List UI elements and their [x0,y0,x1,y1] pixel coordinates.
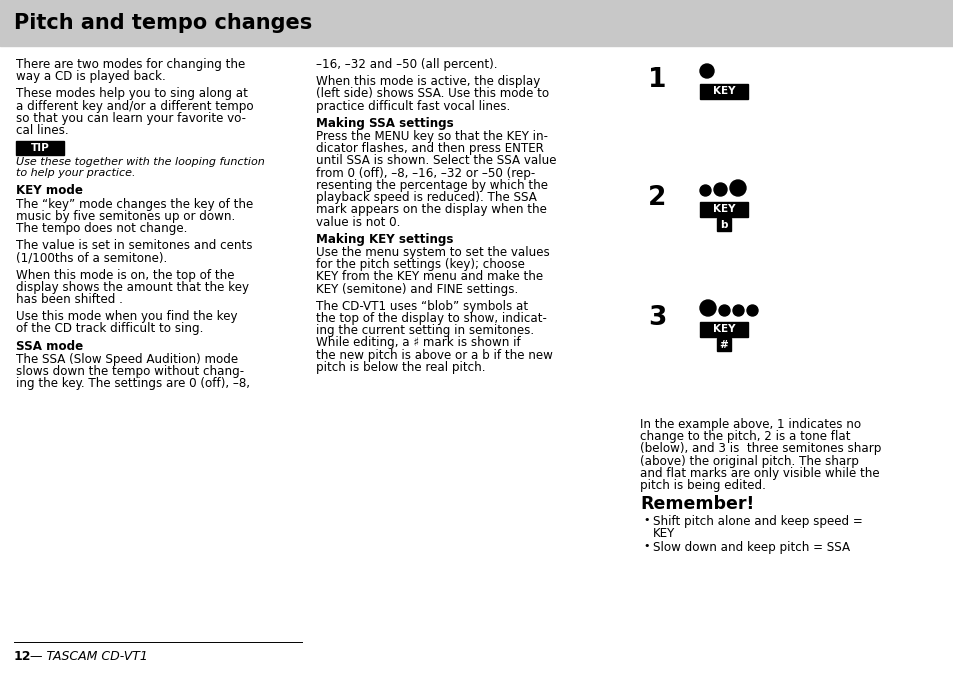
Text: Use this mode when you find the key: Use this mode when you find the key [16,310,237,323]
Text: Remember!: Remember! [639,495,754,513]
Text: pitch is being edited.: pitch is being edited. [639,479,765,492]
Circle shape [719,305,729,316]
Circle shape [732,305,743,316]
Text: Pitch and tempo changes: Pitch and tempo changes [14,13,312,33]
Text: — TASCAM CD-VT1: — TASCAM CD-VT1 [26,650,148,663]
Circle shape [729,180,745,196]
Text: Slow down and keep pitch = SSA: Slow down and keep pitch = SSA [652,541,849,554]
Text: KEY (semitone) and FINE settings.: KEY (semitone) and FINE settings. [315,283,517,296]
Text: the new pitch is above or a b if the new: the new pitch is above or a b if the new [315,349,553,362]
Text: The “key” mode changes the key of the: The “key” mode changes the key of the [16,198,253,211]
Text: 2: 2 [647,185,666,211]
Text: dicator flashes, and then press ENTER: dicator flashes, and then press ENTER [315,142,543,155]
Text: ing the current setting in semitones.: ing the current setting in semitones. [315,324,534,338]
Bar [0,0,953,46]
Text: KEY: KEY [712,325,735,335]
Text: to help your practice.: to help your practice. [16,168,135,178]
Text: from 0 (off), –8, –16, –32 or –50 (rep-: from 0 (off), –8, –16, –32 or –50 (rep- [315,167,535,180]
Text: KEY: KEY [712,205,735,215]
Text: music by five semitones up or down.: music by five semitones up or down. [16,210,235,223]
Text: KEY: KEY [652,527,675,541]
Text: Making KEY settings: Making KEY settings [315,233,453,246]
Text: until SSA is shown. Select the SSA value: until SSA is shown. Select the SSA value [315,155,556,167]
Text: KEY mode: KEY mode [16,184,83,197]
Circle shape [713,183,726,196]
Text: pitch is below the real pitch.: pitch is below the real pitch. [315,361,485,374]
Circle shape [700,64,713,78]
Text: mark appears on the display when the: mark appears on the display when the [315,203,546,216]
Text: playback speed is reduced). The SSA: playback speed is reduced). The SSA [315,191,537,204]
Text: 12: 12 [14,650,31,663]
Text: These modes help you to sing along at: These modes help you to sing along at [16,88,248,101]
Text: (below), and 3 is  three semitones sharp: (below), and 3 is three semitones sharp [639,442,881,456]
Text: ing the key. The settings are 0 (off), –8,: ing the key. The settings are 0 (off), –… [16,377,250,390]
Text: (1/100ths of a semitone).: (1/100ths of a semitone). [16,251,167,265]
Circle shape [700,185,710,196]
Text: 1: 1 [647,67,666,93]
Bar [700,202,747,217]
Text: change to the pitch, 2 is a tone flat: change to the pitch, 2 is a tone flat [639,430,850,443]
Text: Use these together with the looping function: Use these together with the looping func… [16,157,265,167]
Text: When this mode is on, the top of the: When this mode is on, the top of the [16,269,234,281]
Text: a different key and/or a different tempo: a different key and/or a different tempo [16,100,253,113]
Text: (left side) shows SSA. Use this mode to: (left side) shows SSA. Use this mode to [315,88,549,101]
Text: for the pitch settings (key); choose: for the pitch settings (key); choose [315,258,524,271]
Text: The value is set in semitones and cents: The value is set in semitones and cents [16,239,253,252]
Text: KEY: KEY [712,86,735,97]
Text: SSA mode: SSA mode [16,340,83,352]
Text: In the example above, 1 indicates no: In the example above, 1 indicates no [639,418,861,431]
Bar [700,84,747,99]
Text: There are two modes for changing the: There are two modes for changing the [16,58,245,71]
Text: –16, –32 and –50 (all percent).: –16, –32 and –50 (all percent). [315,58,497,71]
Text: KEY from the KEY menu and make the: KEY from the KEY menu and make the [315,271,542,284]
Text: resenting the percentage by which the: resenting the percentage by which the [315,179,547,192]
Text: Use the menu system to set the values: Use the menu system to set the values [315,246,549,259]
Text: •: • [642,515,649,525]
Text: the top of the display to show, indicat-: the top of the display to show, indicat- [315,312,546,325]
Circle shape [746,305,758,316]
Bar [16,141,64,155]
Bar [717,218,730,231]
Text: #: # [719,340,727,350]
Circle shape [700,300,716,316]
Text: slows down the tempo without chang-: slows down the tempo without chang- [16,365,244,378]
Bar [700,322,747,337]
Text: and flat marks are only visible while the: and flat marks are only visible while th… [639,467,879,480]
Text: Making SSA settings: Making SSA settings [315,117,454,130]
Text: The SSA (Slow Speed Audition) mode: The SSA (Slow Speed Audition) mode [16,353,238,366]
Text: cal lines.: cal lines. [16,124,69,137]
Text: of the CD track difficult to sing.: of the CD track difficult to sing. [16,323,203,335]
Bar [717,338,730,351]
Text: TIP: TIP [30,143,50,153]
Text: The tempo does not change.: The tempo does not change. [16,222,187,235]
Text: When this mode is active, the display: When this mode is active, the display [315,75,539,88]
Text: (above) the original pitch. The sharp: (above) the original pitch. The sharp [639,455,858,468]
Text: practice difficult fast vocal lines.: practice difficult fast vocal lines. [315,100,510,113]
Text: has been shifted .: has been shifted . [16,293,123,306]
Text: The CD-VT1 uses “blob” symbols at: The CD-VT1 uses “blob” symbols at [315,300,528,313]
Text: 3: 3 [647,305,666,331]
Text: way a CD is played back.: way a CD is played back. [16,70,166,83]
Text: Shift pitch alone and keep speed =: Shift pitch alone and keep speed = [652,515,862,529]
Text: Press the MENU key so that the KEY in-: Press the MENU key so that the KEY in- [315,130,547,143]
Text: display shows the amount that the key: display shows the amount that the key [16,281,249,294]
Text: value is not 0.: value is not 0. [315,215,400,229]
Text: While editing, a ♯ mark is shown if: While editing, a ♯ mark is shown if [315,336,520,350]
Text: •: • [642,541,649,551]
Text: b: b [720,219,727,230]
Text: so that you can learn your favorite vo-: so that you can learn your favorite vo- [16,112,246,125]
